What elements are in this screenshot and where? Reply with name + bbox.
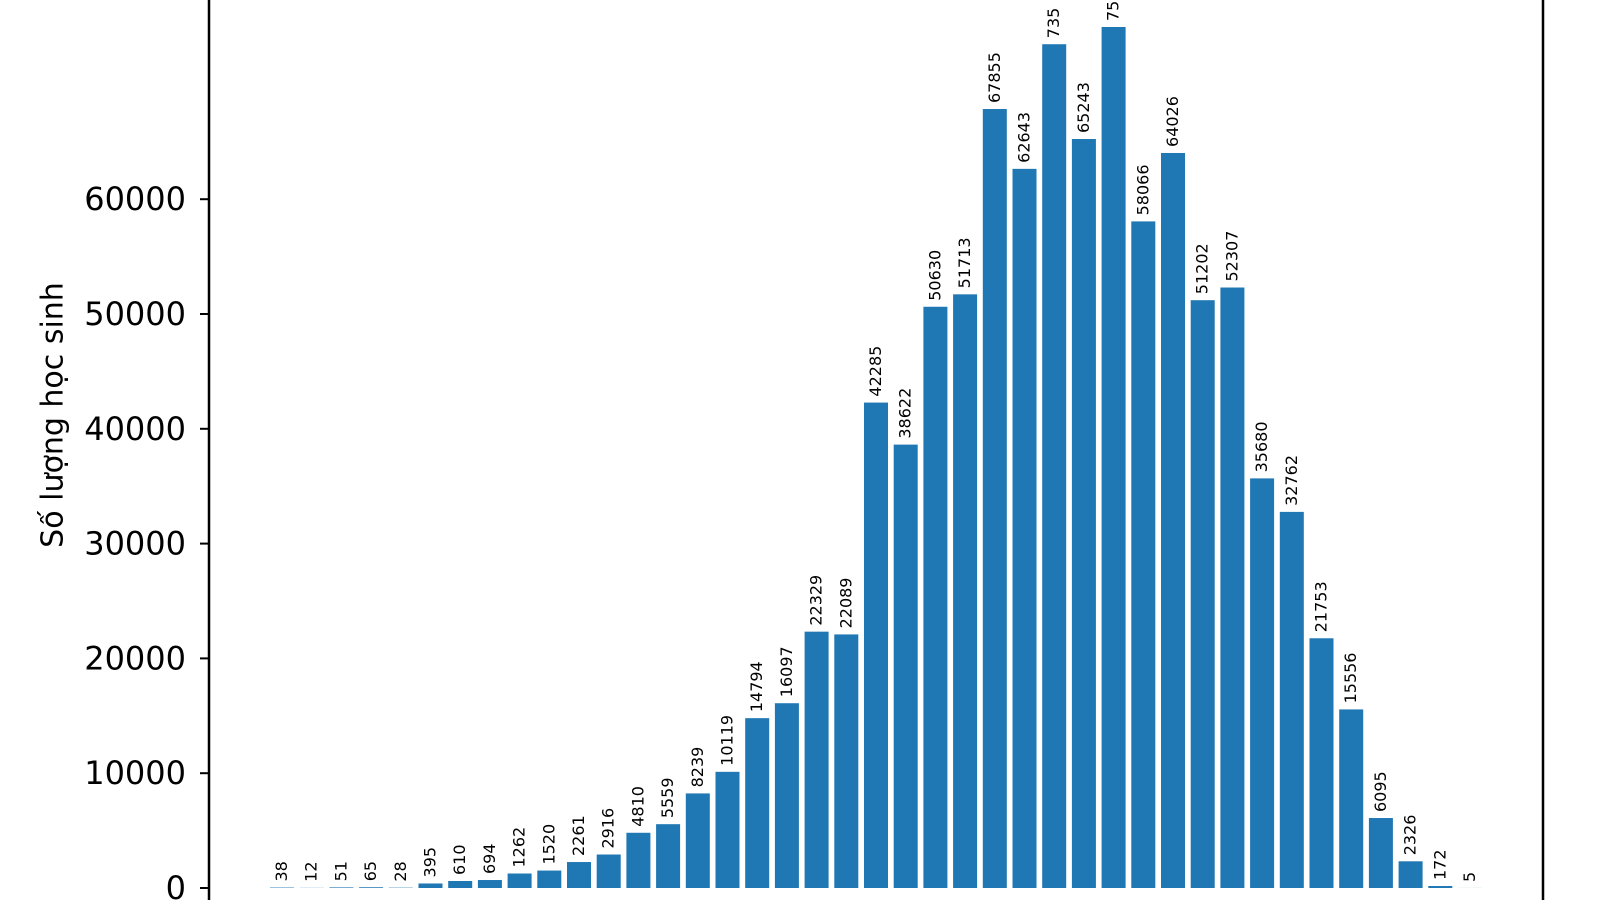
bar-label-16: 14794 <box>747 661 766 712</box>
bar-label-0: 38 <box>272 861 291 881</box>
y-tick-label-1: 10000 <box>84 754 186 792</box>
bar-label-25: 62643 <box>1015 112 1034 163</box>
bar-11 <box>597 855 621 888</box>
bar-label-38: 2326 <box>1401 815 1420 856</box>
bar-19 <box>834 634 858 888</box>
y-tick-label-2: 20000 <box>84 639 186 677</box>
bar-12 <box>626 833 650 888</box>
bar-label-1: 12 <box>302 862 321 882</box>
bar-label-9: 1520 <box>539 824 558 865</box>
bar-16 <box>745 718 769 888</box>
bar-label-40: 5 <box>1460 872 1479 882</box>
bar-label-36: 15556 <box>1341 653 1360 704</box>
bar-6 <box>448 881 472 888</box>
bar-23 <box>953 294 977 888</box>
bar-17 <box>775 703 799 888</box>
bar-24 <box>983 109 1007 888</box>
bar-37 <box>1369 818 1393 888</box>
bar-label-29: 58066 <box>1133 164 1152 215</box>
bar-30 <box>1161 153 1185 888</box>
y-tick-label-5: 50000 <box>84 295 186 333</box>
bar-36 <box>1339 709 1363 888</box>
bar-label-2: 51 <box>331 861 350 881</box>
bar-32 <box>1220 288 1244 888</box>
bar-label-15: 10119 <box>718 715 737 766</box>
bar-label-10: 2261 <box>569 815 588 856</box>
bar-18 <box>805 632 829 888</box>
bar-label-28: 75 <box>1104 1 1123 21</box>
bar-28 <box>1102 27 1126 888</box>
y-tick-label-6: 60000 <box>84 180 186 218</box>
bar-8 <box>508 874 532 888</box>
bar-label-23: 51713 <box>955 237 974 288</box>
bar-20 <box>864 403 888 888</box>
bar-label-31: 51202 <box>1193 243 1212 294</box>
bar-label-22: 50630 <box>925 250 944 301</box>
bar-label-33: 35680 <box>1252 421 1271 472</box>
bar-label-24: 67855 <box>985 52 1004 103</box>
bar-15 <box>716 772 740 888</box>
bar-label-12: 4810 <box>628 786 647 827</box>
bar-22 <box>923 307 947 888</box>
bar-label-7: 694 <box>480 843 499 874</box>
bar-33 <box>1250 478 1274 888</box>
bar-29 <box>1131 221 1155 888</box>
bar-5 <box>419 883 443 888</box>
bar-34 <box>1280 512 1304 888</box>
bar-label-26: 735 <box>1044 8 1063 39</box>
y-axis: 0 10000 20000 30000 40000 50000 60000 <box>84 180 209 900</box>
bar-7 <box>478 880 502 888</box>
bar-35 <box>1310 638 1334 888</box>
bar-label-39: 172 <box>1430 849 1449 880</box>
bar-39 <box>1428 886 1452 888</box>
bar-label-20: 42285 <box>866 346 885 397</box>
bar-21 <box>894 445 918 888</box>
bar-3 <box>359 887 383 888</box>
bar-label-30: 64026 <box>1163 96 1182 147</box>
bar-2 <box>329 887 353 888</box>
bar-label-3: 65 <box>361 861 380 881</box>
bar-13 <box>656 824 680 888</box>
bar-label-19: 22089 <box>836 578 855 629</box>
bar-label-8: 1262 <box>510 827 529 868</box>
bar-label-6: 610 <box>450 844 469 875</box>
bar-38 <box>1399 861 1423 888</box>
bar-label-14: 8239 <box>688 747 707 788</box>
bar-label-35: 21753 <box>1312 581 1331 632</box>
bar-label-5: 395 <box>421 847 440 878</box>
y-tick-label-0: 0 <box>166 869 186 900</box>
y-axis-label: Số lượng học sinh <box>36 282 71 548</box>
bar-label-27: 65243 <box>1074 82 1093 133</box>
bar-label-37: 6095 <box>1371 771 1390 812</box>
bar-14 <box>686 793 710 888</box>
bar-31 <box>1191 300 1215 888</box>
bar-25 <box>1013 169 1037 888</box>
bar-label-11: 2916 <box>599 808 618 849</box>
bar-label-34: 32762 <box>1282 455 1301 506</box>
bar-label-13: 5559 <box>658 777 677 818</box>
bar-label-17: 16097 <box>777 646 796 697</box>
bar-label-21: 38622 <box>896 388 915 439</box>
bar-label-32: 52307 <box>1222 231 1241 282</box>
bar-26 <box>1042 44 1066 888</box>
y-tick-label-4: 40000 <box>84 410 186 448</box>
bar-label-18: 22329 <box>807 575 826 626</box>
bar-9 <box>537 871 561 888</box>
bar-27 <box>1072 139 1096 888</box>
y-tick-label-3: 30000 <box>84 525 186 563</box>
bar-label-4: 28 <box>391 861 410 881</box>
bar-10 <box>567 862 591 888</box>
